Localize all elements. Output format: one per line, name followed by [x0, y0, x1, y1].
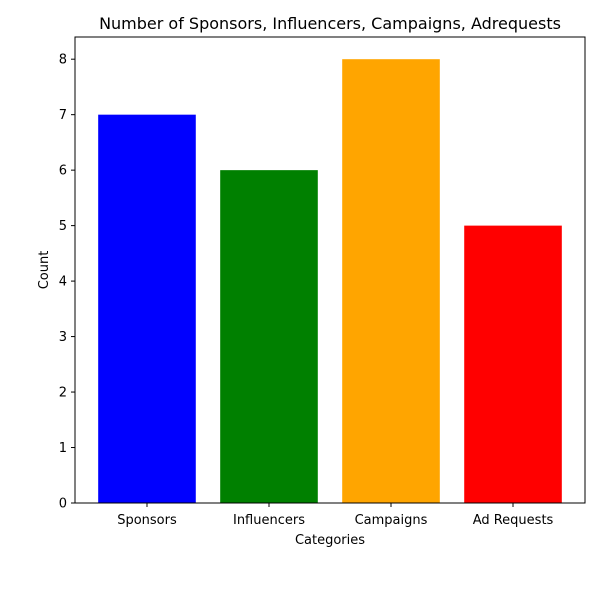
x-tick-label: Campaigns [355, 513, 428, 528]
y-axis-label: Count [37, 251, 52, 290]
y-tick-label: 0 [59, 497, 67, 512]
x-tick-label: Ad Requests [473, 513, 554, 528]
x-tick-label: Sponsors [117, 513, 177, 528]
bars-layer [98, 59, 562, 504]
y-tick-label: 8 [59, 53, 67, 68]
y-tick-label: 3 [59, 330, 67, 345]
y-axis-ticks: 0 1 2 3 4 5 6 7 8 [59, 53, 75, 512]
y-tick-label: 6 [59, 164, 67, 179]
y-tick-label: 2 [59, 386, 67, 401]
bar-sponsors [98, 114, 196, 504]
chart-title: Number of Sponsors, Influencers, Campaig… [99, 14, 561, 33]
x-axis-label: Categories [295, 533, 365, 548]
bar-campaigns [342, 59, 440, 503]
bar-influencers [220, 170, 318, 503]
x-axis-ticks: Sponsors Influencers Campaigns Ad Requests [117, 503, 554, 528]
bar-ad-requests [464, 225, 562, 503]
y-tick-label: 1 [59, 441, 67, 456]
y-tick-label: 4 [59, 275, 67, 290]
y-tick-label: 7 [59, 108, 67, 123]
x-tick-label: Influencers [233, 513, 305, 528]
y-tick-label: 5 [59, 219, 67, 234]
plot-frame [74, 36, 586, 504]
